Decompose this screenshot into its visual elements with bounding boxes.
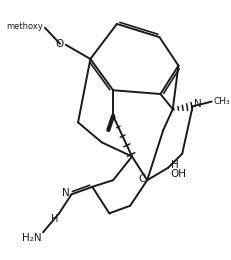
Text: N: N xyxy=(193,99,201,109)
Text: methoxy: methoxy xyxy=(6,22,43,31)
Text: H: H xyxy=(51,214,58,224)
Text: N: N xyxy=(61,188,69,198)
Text: H₂N: H₂N xyxy=(22,233,42,243)
Text: CH₃: CH₃ xyxy=(213,97,229,106)
Text: H: H xyxy=(170,160,178,170)
Text: O: O xyxy=(55,39,64,49)
Text: OH: OH xyxy=(170,168,186,179)
Text: C: C xyxy=(137,174,145,184)
